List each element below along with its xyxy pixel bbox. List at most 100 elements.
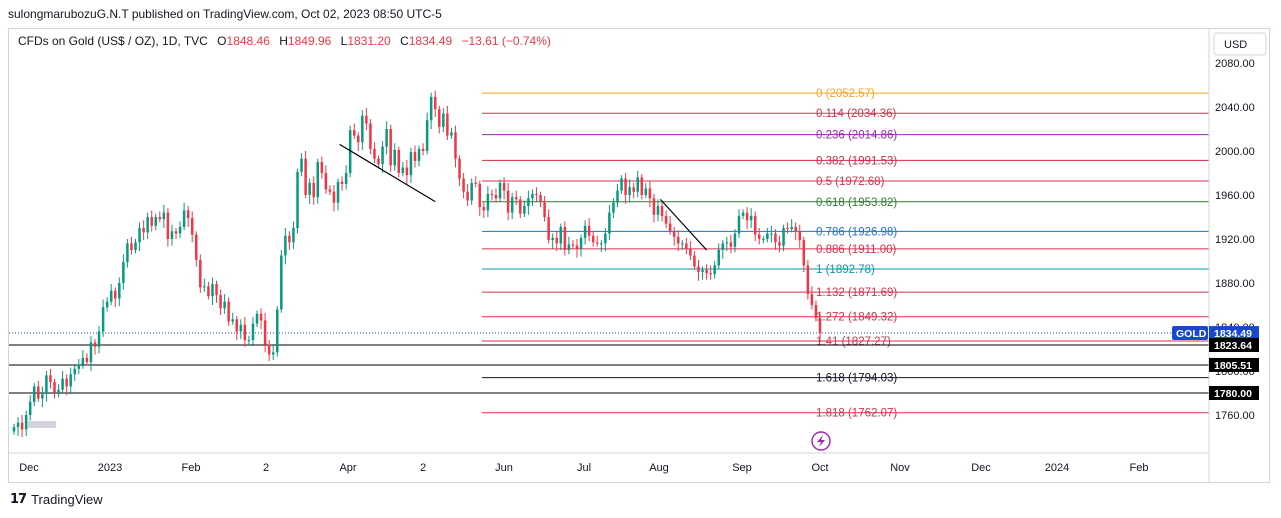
candle-body[interactable] <box>729 242 733 247</box>
candle-body[interactable] <box>316 162 320 198</box>
candle-body[interactable] <box>49 375 52 382</box>
candle-body[interactable] <box>737 215 741 234</box>
candle-body[interactable] <box>227 301 230 322</box>
candle-body[interactable] <box>389 129 392 166</box>
candle-body[interactable] <box>324 173 328 190</box>
chart-frame[interactable] <box>8 28 1270 483</box>
candle-body[interactable] <box>636 177 639 192</box>
candle-body[interactable] <box>717 250 720 266</box>
candle-body[interactable] <box>373 148 376 159</box>
candle-body[interactable] <box>693 255 696 267</box>
candle-body[interactable] <box>348 130 352 173</box>
candle-body[interactable] <box>97 331 101 347</box>
candle-body[interactable] <box>709 273 712 275</box>
candle-body[interactable] <box>648 188 652 199</box>
candle-body[interactable] <box>470 182 473 201</box>
candle-body[interactable] <box>640 177 644 195</box>
candle-body[interactable] <box>211 284 214 297</box>
candle-body[interactable] <box>531 193 534 199</box>
candle-body[interactable] <box>57 389 60 393</box>
candle-body[interactable] <box>442 113 445 127</box>
candle-body[interactable] <box>701 269 704 272</box>
candle-body[interactable] <box>138 228 141 243</box>
candle-body[interactable] <box>644 188 648 195</box>
candle-body[interactable] <box>774 233 777 243</box>
candle-body[interactable] <box>20 422 24 430</box>
candle-body[interactable] <box>203 286 206 288</box>
currency-label[interactable]: USD <box>1224 39 1247 51</box>
candle-body[interactable] <box>65 378 68 387</box>
candle-body[interactable] <box>421 148 425 151</box>
candle-body[interactable] <box>154 217 158 226</box>
candle-body[interactable] <box>158 217 162 220</box>
candle-body[interactable] <box>255 313 259 324</box>
candle-body[interactable] <box>608 212 611 234</box>
candle-body[interactable] <box>361 115 364 143</box>
candle-body[interactable] <box>563 226 567 250</box>
candle-body[interactable] <box>28 401 32 415</box>
candle-body[interactable] <box>263 320 267 345</box>
candle-body[interactable] <box>166 212 170 239</box>
candle-body[interactable] <box>519 199 522 214</box>
candle-body[interactable] <box>770 233 773 235</box>
candle-body[interactable] <box>660 206 664 216</box>
candle-body[interactable] <box>231 319 234 322</box>
candle-body[interactable] <box>219 295 222 309</box>
candle-body[interactable] <box>689 248 692 256</box>
candle-body[interactable] <box>130 243 133 250</box>
candle-body[interactable] <box>490 193 494 195</box>
candle-body[interactable] <box>215 284 218 296</box>
candle-body[interactable] <box>705 269 708 274</box>
candle-body[interactable] <box>142 228 145 233</box>
candle-body[interactable] <box>814 305 818 319</box>
candle-body[interactable] <box>332 191 336 203</box>
candle-body[interactable] <box>385 129 388 147</box>
candle-body[interactable] <box>81 357 85 365</box>
candle-body[interactable] <box>587 225 591 236</box>
candle-body[interactable] <box>713 265 716 275</box>
candle-body[interactable] <box>425 120 429 151</box>
candle-body[interactable] <box>413 152 417 161</box>
candle-body[interactable] <box>446 113 449 136</box>
candle-body[interactable] <box>681 243 684 245</box>
candle-body[interactable] <box>235 319 239 332</box>
candle-body[interactable] <box>150 217 153 226</box>
candle-body[interactable] <box>656 206 660 215</box>
candle-body[interactable] <box>178 226 182 234</box>
candle-body[interactable] <box>506 190 510 213</box>
candle-body[interactable] <box>369 123 372 149</box>
candle-body[interactable] <box>308 182 311 195</box>
candle-body[interactable] <box>134 242 137 250</box>
candle-body[interactable] <box>352 130 356 136</box>
candle-body[interactable] <box>612 202 615 213</box>
candle-body[interactable] <box>24 415 28 430</box>
candle-body[interactable] <box>539 195 542 202</box>
candle-body[interactable] <box>146 217 149 233</box>
candle-body[interactable] <box>474 182 477 184</box>
candle-body[interactable] <box>73 368 77 375</box>
candle-body[interactable] <box>393 149 396 166</box>
candle-body[interactable] <box>195 234 198 260</box>
candle-body[interactable] <box>61 378 64 390</box>
candle-body[interactable] <box>280 255 283 310</box>
candle-body[interactable] <box>798 231 802 241</box>
candle-body[interactable] <box>377 158 380 165</box>
candle-body[interactable] <box>292 228 295 243</box>
candle-body[interactable] <box>782 228 785 246</box>
candle-body[interactable] <box>745 212 749 221</box>
candle-body[interactable] <box>190 218 194 235</box>
candle-body[interactable] <box>766 233 769 240</box>
candle-body[interactable] <box>721 243 725 250</box>
candle-body[interactable] <box>296 171 299 228</box>
candle-body[interactable] <box>672 231 676 237</box>
trendline[interactable] <box>659 198 708 251</box>
candle-body[interactable] <box>575 245 579 249</box>
candle-body[interactable] <box>790 226 793 230</box>
candle-body[interactable] <box>69 374 72 387</box>
candle-body[interactable] <box>600 243 603 245</box>
candle-body[interactable] <box>109 290 113 302</box>
candle-body[interactable] <box>284 235 287 256</box>
candle-body[interactable] <box>510 197 514 213</box>
candle-body[interactable] <box>433 97 437 110</box>
candle-body[interactable] <box>45 375 48 395</box>
